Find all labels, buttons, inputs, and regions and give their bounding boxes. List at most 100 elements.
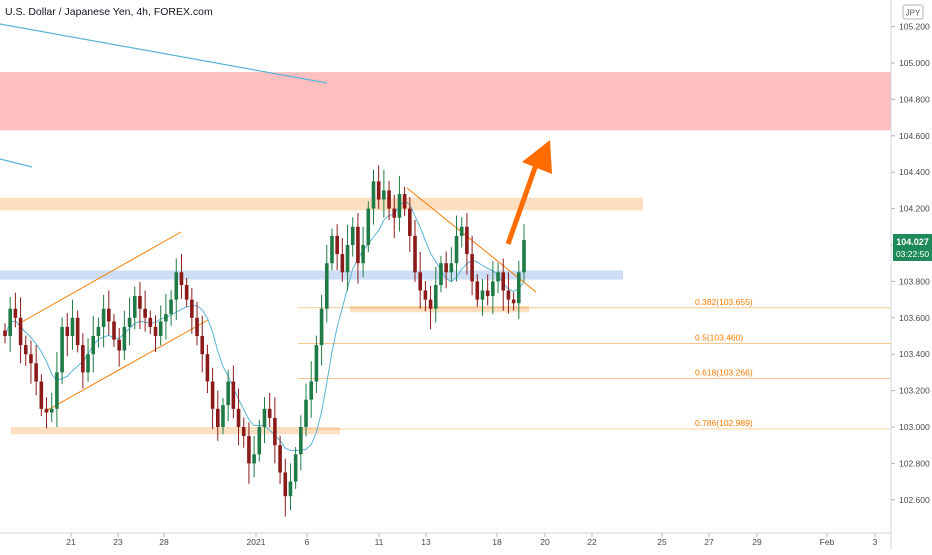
candle-body: [39, 381, 44, 409]
candle-body: [470, 254, 474, 282]
candle-body: [444, 263, 448, 273]
candle-body: [413, 235, 417, 273]
candle-body: [392, 208, 397, 218]
candle: [252, 436, 256, 478]
price-tick-label: 105.200: [899, 22, 930, 32]
candle-body: [454, 235, 459, 264]
currency-badge[interactable]: JPY: [906, 9, 921, 18]
candle: [449, 247, 454, 282]
candle-body: [366, 208, 371, 245]
candle: [288, 463, 293, 510]
candle: [117, 327, 121, 367]
candle-body: [428, 299, 433, 309]
time-tick-label: Feb: [820, 537, 835, 547]
candle: [75, 310, 80, 353]
time-tick-label: 22: [587, 537, 597, 547]
candle-body: [75, 317, 80, 346]
candle: [122, 310, 127, 361]
candle-body: [210, 381, 215, 409]
fib-label-2: 0.618(103.266): [695, 368, 753, 378]
candle-body: [335, 235, 339, 255]
candle-body: [226, 381, 230, 406]
candle-body: [423, 290, 428, 300]
candle: [392, 194, 397, 239]
candle-body: [309, 381, 314, 400]
candle: [522, 224, 526, 282]
candle-body: [371, 181, 376, 209]
candle: [345, 224, 350, 291]
candle-body: [122, 326, 127, 351]
candle: [143, 290, 147, 332]
candle: [112, 314, 116, 347]
candle: [138, 282, 142, 330]
time-tick-label: 11: [375, 537, 384, 547]
candle: [174, 258, 179, 320]
candle: [49, 392, 54, 422]
candle-body: [164, 314, 168, 322]
price-axis-bg[interactable]: [891, 0, 932, 550]
candle-body: [205, 354, 210, 382]
candle: [247, 422, 251, 484]
candle-body: [107, 308, 111, 322]
trendline-left: [0, 158, 33, 168]
candle-body: [23, 345, 28, 355]
candle: [127, 297, 132, 346]
time-tick-label: 21: [66, 537, 76, 547]
candle-body: [112, 321, 116, 340]
candle: [86, 338, 90, 382]
candle: [366, 201, 371, 253]
candle: [454, 215, 459, 282]
time-tick-label: 6: [305, 537, 310, 547]
candle: [356, 212, 360, 284]
candle-body: [252, 454, 256, 464]
candle-body: [174, 272, 179, 300]
candle-body: [361, 245, 365, 264]
candle-body: [324, 263, 329, 309]
candle-body: [101, 308, 106, 327]
candle-body: [81, 345, 85, 373]
candle: [148, 310, 153, 335]
candle: [23, 335, 28, 366]
candle-body: [465, 226, 469, 255]
candle: [215, 390, 220, 441]
candle: [101, 294, 106, 348]
candle: [439, 255, 443, 293]
candle: [304, 383, 308, 437]
descending-trendline: [406, 187, 537, 293]
candle-body: [195, 317, 199, 336]
candle-body: [382, 190, 386, 200]
candle-body: [475, 281, 480, 300]
candle-body: [522, 240, 526, 273]
price-tick-label: 105.000: [899, 58, 930, 68]
time-tick-label: 3: [873, 537, 878, 547]
candles-layer: [3, 165, 526, 517]
currency-badge-box[interactable]: [902, 4, 924, 20]
candle-body: [397, 194, 402, 218]
candle-body: [34, 363, 38, 382]
zone-support-recent: [350, 305, 529, 313]
candle: [190, 287, 194, 334]
candle: [330, 228, 334, 271]
candle: [267, 392, 272, 428]
candle-body: [138, 295, 142, 309]
candle-body: [96, 326, 101, 336]
candle: [465, 212, 469, 275]
candle: [81, 333, 85, 389]
candle-body: [49, 408, 54, 413]
candle-body: [283, 472, 288, 497]
candle: [361, 226, 365, 278]
candle: [18, 297, 23, 364]
candle: [236, 388, 241, 446]
candle-body: [241, 427, 246, 437]
channel-lower-line: [43, 319, 209, 413]
time-tick-label: 13: [421, 537, 431, 547]
candle: [132, 286, 137, 330]
candle: [184, 277, 189, 307]
candle-body: [236, 408, 241, 427]
candle-body: [278, 445, 282, 473]
candle-body: [257, 427, 262, 455]
candle: [205, 344, 210, 394]
candle-body: [91, 336, 96, 355]
